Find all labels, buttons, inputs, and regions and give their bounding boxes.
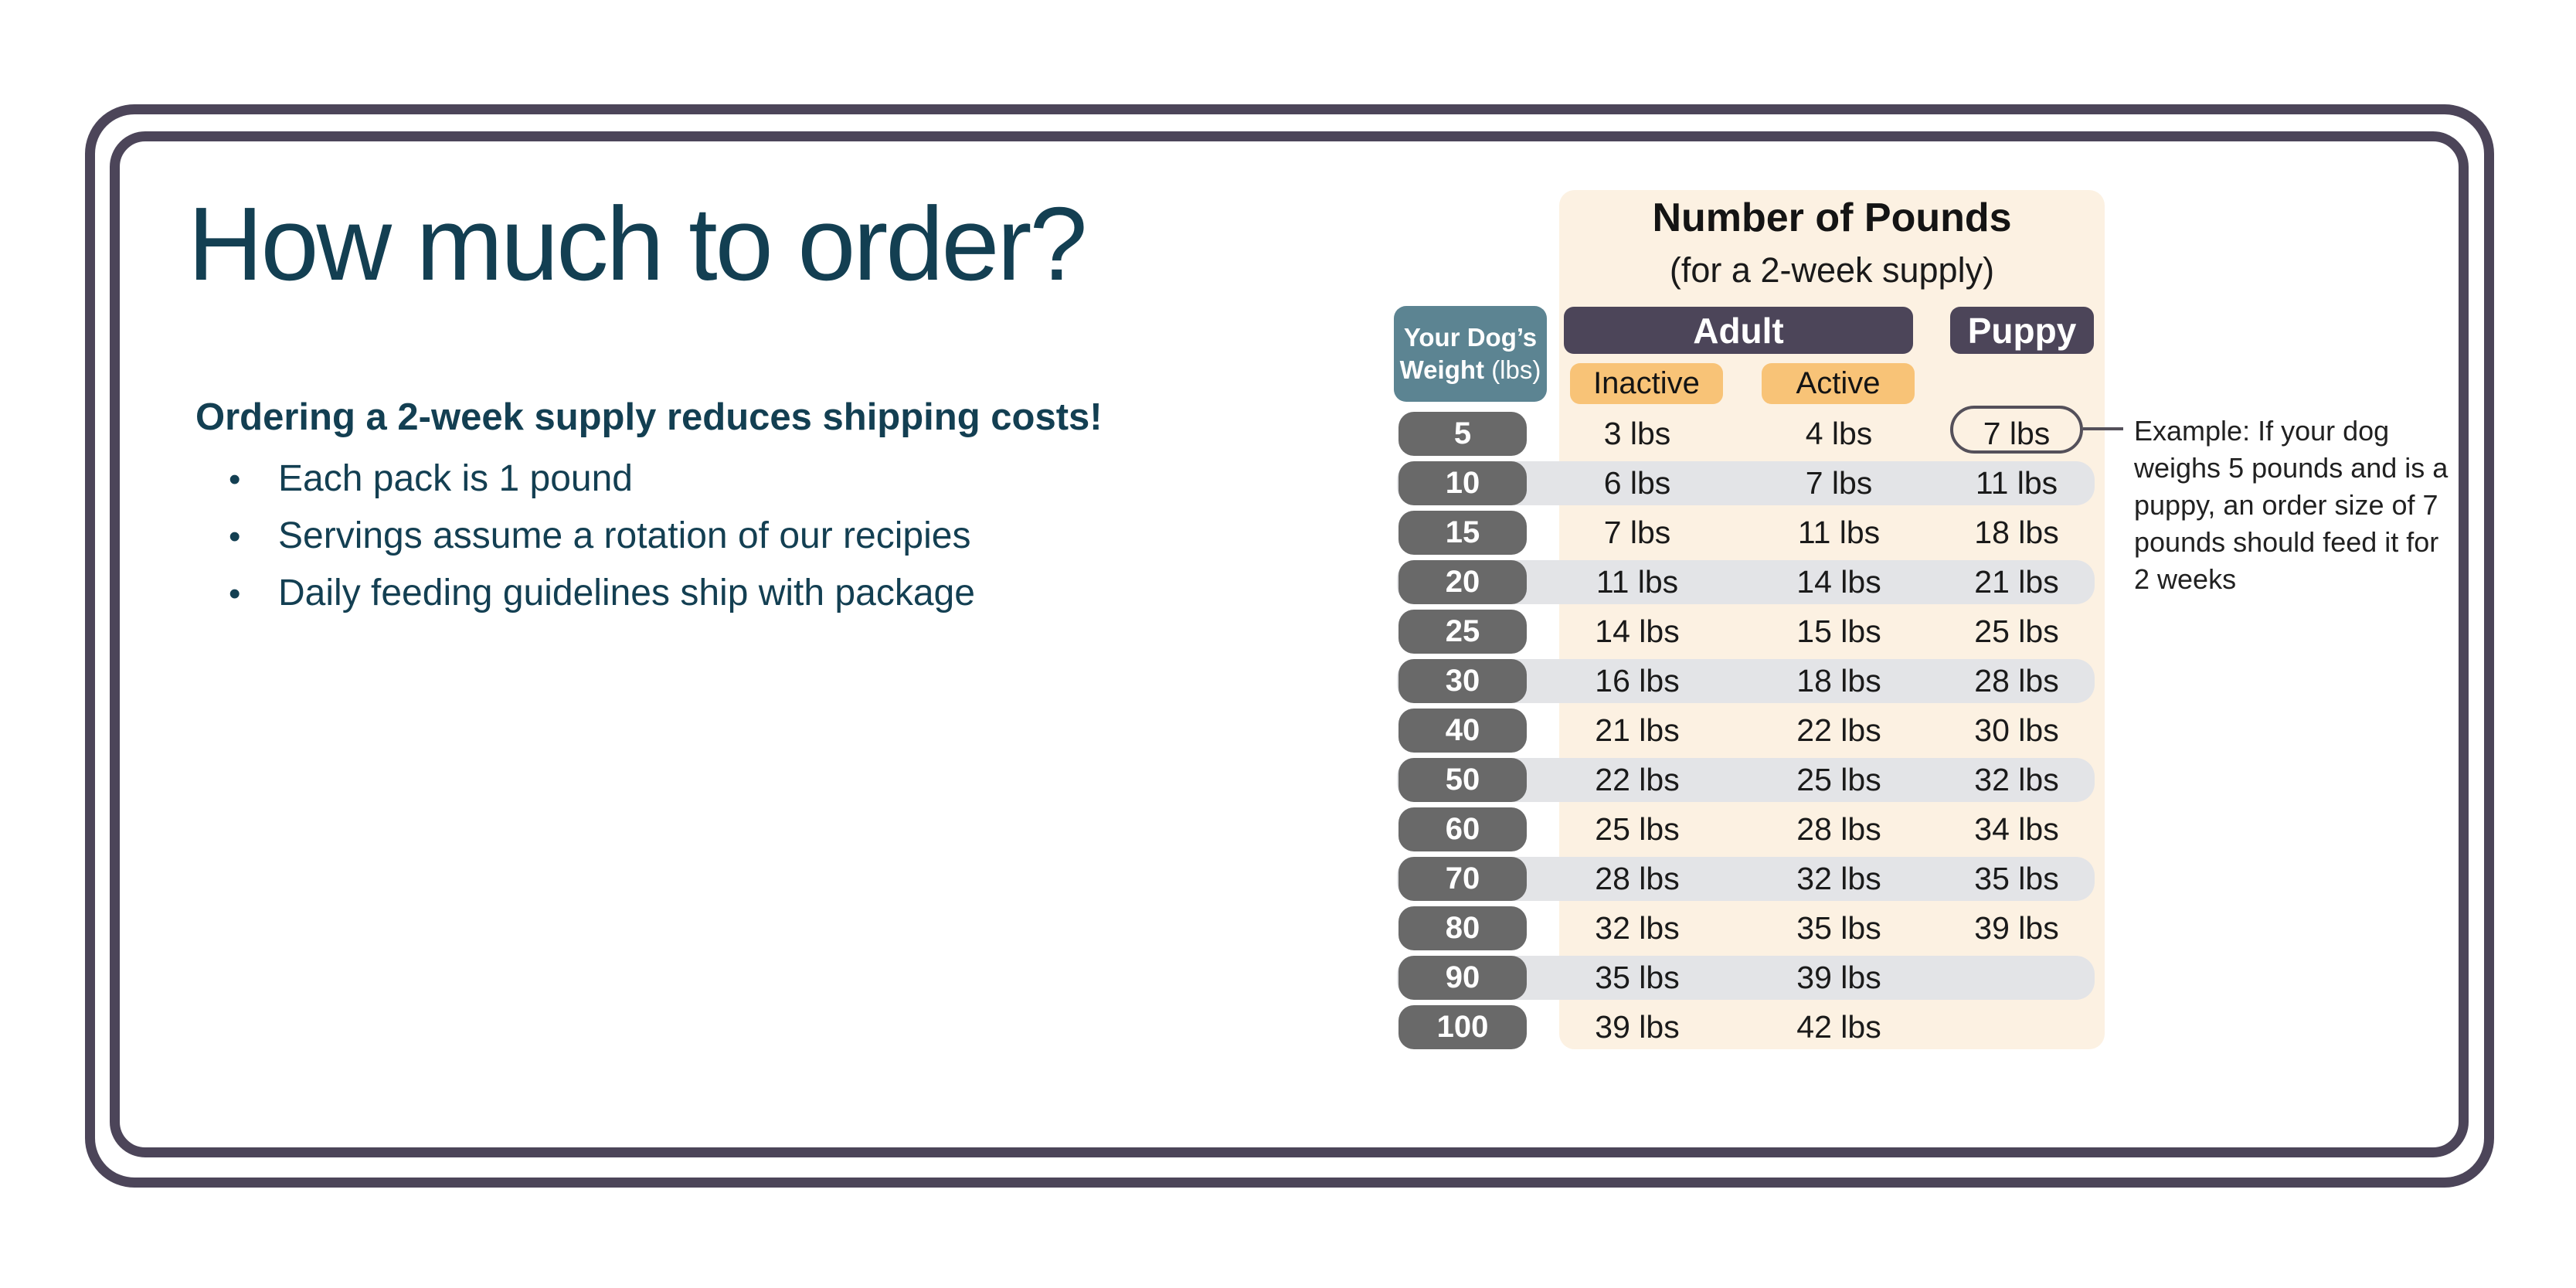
cell-adult-inactive: 35 lbs xyxy=(1595,960,1680,995)
example-highlight-outline xyxy=(1950,406,2083,454)
cell-puppy: 25 lbs xyxy=(1974,613,2059,649)
weight-pill: 25 xyxy=(1398,610,1527,654)
table-row-70: 70 28 lbs 32 lbs 35 lbs xyxy=(1397,857,2095,901)
bullet-list: • Each pack is 1 pound • Servings assume… xyxy=(229,457,975,629)
cell-adult-inactive: 6 lbs xyxy=(1603,465,1671,501)
cell-puppy: 35 lbs xyxy=(1974,861,2059,896)
example-note: Example: If your dog weighs 5 pounds and… xyxy=(2134,413,2489,598)
cell-puppy xyxy=(1939,956,2094,1000)
table-row-60: 60 25 lbs 28 lbs 34 lbs xyxy=(1397,807,2095,851)
cell-puppy: 7 lbs xyxy=(1983,416,2051,451)
weight-pill: 80 xyxy=(1398,906,1527,950)
cell-adult-active: 22 lbs xyxy=(1796,712,1881,748)
weight-pill: 10 xyxy=(1398,461,1527,505)
table-rows: 5 3 lbs 4 lbs 7 lbs 10 6 lbs 7 lbs 11 lbs 15 7 lb… xyxy=(1397,412,2095,1055)
bullet-item: • Daily feeding guidelines ship with pac… xyxy=(229,572,975,629)
table-row-20: 20 11 lbs 14 lbs 21 lbs xyxy=(1397,560,2095,604)
example-note-line: pounds should feed it for xyxy=(2134,526,2439,558)
cell-adult-inactive: 28 lbs xyxy=(1595,861,1680,896)
cell-adult-active: 25 lbs xyxy=(1796,762,1881,797)
cell-adult-inactive: 3 lbs xyxy=(1603,416,1671,451)
example-callout-line xyxy=(2083,427,2123,430)
cell-adult-inactive: 39 lbs xyxy=(1595,1009,1680,1045)
cell-adult-active: 28 lbs xyxy=(1796,811,1881,847)
cell-puppy xyxy=(1939,1005,2094,1049)
table-row-80: 80 32 lbs 35 lbs 39 lbs xyxy=(1397,906,2095,950)
cell-adult-inactive: 16 lbs xyxy=(1595,663,1680,698)
cell-adult-inactive: 22 lbs xyxy=(1595,762,1680,797)
weight-pill: 30 xyxy=(1398,659,1527,703)
table-row-30: 30 16 lbs 18 lbs 28 lbs xyxy=(1397,659,2095,703)
cell-adult-inactive: 14 lbs xyxy=(1595,613,1680,649)
cell-puppy: 32 lbs xyxy=(1974,762,2059,797)
puppy-group-header: Puppy xyxy=(1950,307,2094,354)
active-subheader: Active xyxy=(1762,363,1915,404)
cell-adult-active: 18 lbs xyxy=(1796,663,1881,698)
cell-adult-active: 7 lbs xyxy=(1805,465,1873,501)
cell-puppy: 28 lbs xyxy=(1974,663,2059,698)
cell-puppy: 34 lbs xyxy=(1974,811,2059,847)
cell-adult-active: 14 lbs xyxy=(1796,564,1881,600)
slide-title: How much to order? xyxy=(188,185,1088,302)
example-note-line: weighs 5 pounds and is a xyxy=(2134,452,2449,484)
cell-puppy: 11 lbs xyxy=(1975,465,2058,501)
weight-pill: 50 xyxy=(1398,758,1527,802)
bullet-item: • Each pack is 1 pound xyxy=(229,457,975,515)
cell-puppy: 18 lbs xyxy=(1974,515,2059,550)
weight-pill: 15 xyxy=(1398,511,1527,555)
weight-column-header: Your Dog’s Weight (lbs) xyxy=(1394,306,1547,402)
weight-pill: 20 xyxy=(1398,560,1527,604)
bullet-text: Servings assume a rotation of our recipi… xyxy=(278,515,971,556)
table-title: Number of Pounds xyxy=(1652,195,2012,240)
weight-pill: 100 xyxy=(1398,1005,1527,1049)
slide-border-inner xyxy=(110,131,2469,1157)
weight-pill: 5 xyxy=(1398,412,1527,456)
cell-adult-active: 11 lbs xyxy=(1797,515,1881,550)
example-note-line: puppy, an order size of 7 xyxy=(2134,489,2438,521)
adult-group-header: Adult xyxy=(1564,307,1913,354)
cell-puppy: 39 lbs xyxy=(1974,910,2059,946)
weight-header-line1: Your Dog’s xyxy=(1403,323,1538,352)
table-row-90: 90 35 lbs 39 lbs xyxy=(1397,956,2095,1000)
cell-puppy: 30 lbs xyxy=(1974,712,2059,748)
cell-puppy: 21 lbs xyxy=(1974,564,2059,600)
table-row-15: 15 7 lbs 11 lbs 18 lbs xyxy=(1397,511,2095,555)
table-row-25: 25 14 lbs 15 lbs 25 lbs xyxy=(1397,610,2095,654)
cell-adult-inactive: 11 lbs xyxy=(1596,564,1679,600)
bullet-marker-icon: • xyxy=(229,518,241,556)
bullet-text: Daily feeding guidelines ship with packa… xyxy=(278,573,975,613)
example-note-line: Example: If your dog xyxy=(2134,415,2390,447)
table-row-5: 5 3 lbs 4 lbs 7 lbs xyxy=(1397,412,2095,456)
cell-adult-active: 42 lbs xyxy=(1796,1009,1881,1045)
cell-adult-active: 4 lbs xyxy=(1805,416,1873,451)
cell-adult-inactive: 21 lbs xyxy=(1595,712,1680,748)
weight-pill: 40 xyxy=(1398,709,1527,753)
cell-adult-inactive: 32 lbs xyxy=(1595,910,1680,946)
bullet-item: • Servings assume a rotation of our reci… xyxy=(229,515,975,572)
cell-adult-active: 32 lbs xyxy=(1796,861,1881,896)
inactive-subheader: Inactive xyxy=(1570,363,1723,404)
table-row-40: 40 21 lbs 22 lbs 30 lbs xyxy=(1397,709,2095,753)
intro-statement: Ordering a 2-week supply reduces shippin… xyxy=(195,396,1103,438)
cell-adult-active: 39 lbs xyxy=(1796,960,1881,995)
weight-header-line2: Weight (lbs) xyxy=(1399,355,1541,384)
cell-adult-active: 15 lbs xyxy=(1796,613,1881,649)
bullet-marker-icon: • xyxy=(229,575,241,613)
weight-pill: 70 xyxy=(1398,857,1527,901)
example-note-line: 2 weeks xyxy=(2134,563,2237,595)
cell-adult-active: 35 lbs xyxy=(1796,910,1881,946)
table-row-50: 50 22 lbs 25 lbs 32 lbs xyxy=(1397,758,2095,802)
table-row-10: 10 6 lbs 7 lbs 11 lbs xyxy=(1397,461,2095,505)
cell-adult-inactive: 25 lbs xyxy=(1595,811,1680,847)
table-row-100: 100 39 lbs 42 lbs xyxy=(1397,1005,2095,1049)
slide-border-outer xyxy=(85,104,2494,1188)
cell-adult-inactive: 7 lbs xyxy=(1603,515,1671,550)
bullet-text: Each pack is 1 pound xyxy=(278,458,633,499)
weight-pill: 90 xyxy=(1398,956,1527,1000)
bullet-marker-icon: • xyxy=(229,460,241,498)
weight-pill: 60 xyxy=(1398,807,1527,851)
table-subtitle: (for a 2-week supply) xyxy=(1669,250,1995,290)
